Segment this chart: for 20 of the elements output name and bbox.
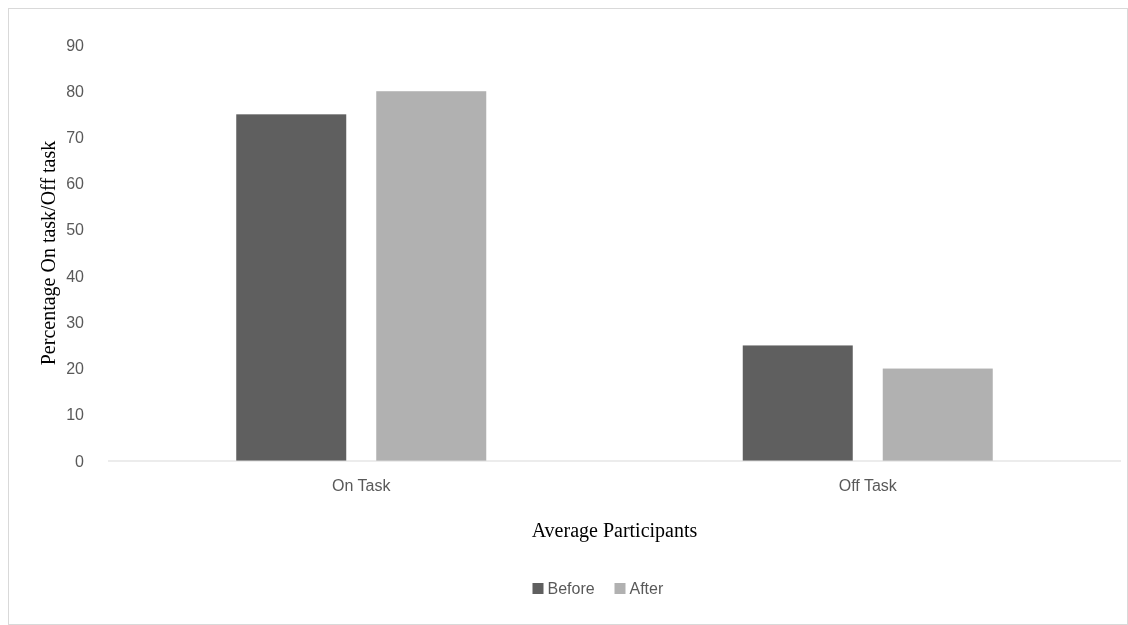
legend-label: After bbox=[629, 580, 664, 597]
y-tick-label: 10 bbox=[66, 406, 85, 424]
bar bbox=[236, 114, 347, 461]
legend-label: Before bbox=[547, 580, 595, 597]
y-axis-title: Percentage On task/Off task bbox=[37, 140, 60, 366]
bar bbox=[882, 368, 993, 461]
bar bbox=[376, 91, 487, 461]
x-tick-label: On Task bbox=[332, 477, 392, 494]
y-tick-label: 50 bbox=[66, 221, 85, 239]
y-tick-label: 80 bbox=[66, 82, 85, 100]
y-tick-label: 30 bbox=[66, 313, 85, 331]
y-tick-label: 40 bbox=[66, 267, 85, 285]
y-tick-label: 0 bbox=[75, 452, 85, 470]
y-tick-label: 60 bbox=[66, 175, 85, 193]
x-axis-title: Average Participants bbox=[531, 519, 698, 542]
bar bbox=[742, 345, 853, 461]
x-tick-label: Off Task bbox=[838, 477, 898, 494]
y-tick-label: 70 bbox=[66, 129, 85, 147]
y-tick-label: 20 bbox=[66, 360, 85, 378]
y-tick-label: 90 bbox=[66, 36, 85, 54]
